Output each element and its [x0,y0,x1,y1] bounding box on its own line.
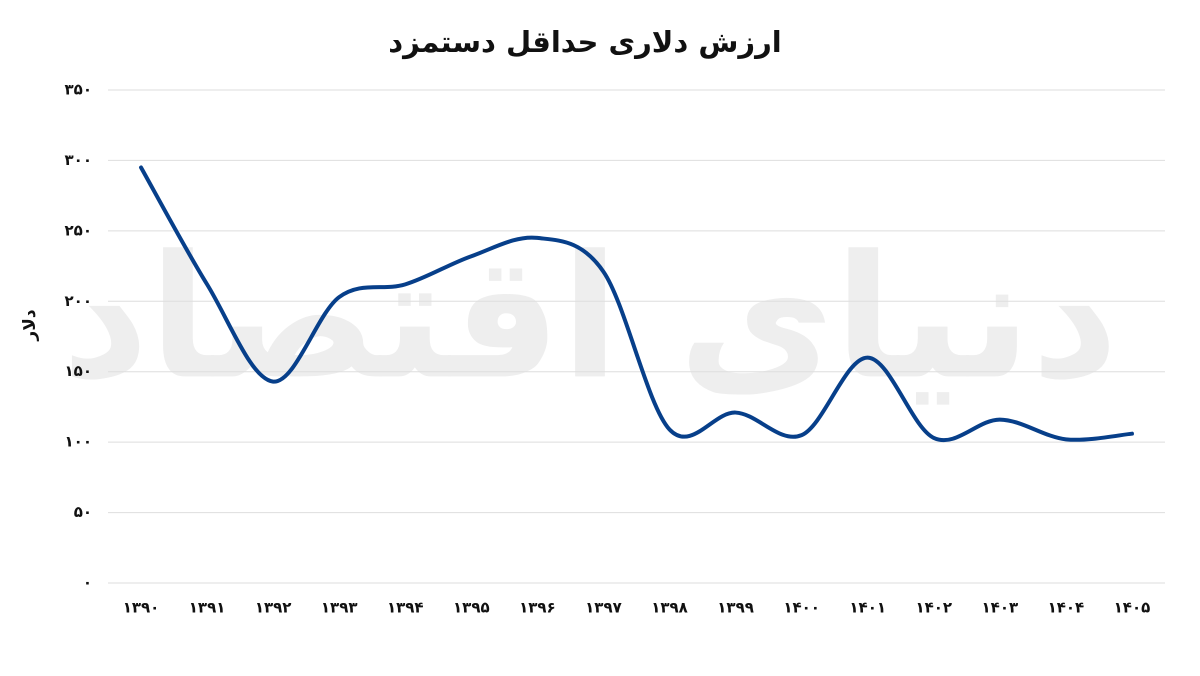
y-tick-label: ۰ [83,574,92,592]
x-tick-label: ۱۴۰۵ [1114,599,1151,617]
y-tick-label: ۳۰۰ [65,151,92,169]
chart-title: ارزش دلاری حداقل دستمزد [388,25,781,59]
x-tick-label: ۱۳۹۹ [717,599,754,617]
y-tick-label: ۲۰۰ [65,292,92,310]
watermark: دنیای اقتصاد [62,219,1119,417]
y-tick-label: ۳۵۰ [65,81,92,99]
x-tick-label: ۱۴۰۴ [1048,599,1085,617]
x-tick-label: ۱۴۰۰ [783,599,820,617]
x-tick-label: ۱۳۹۷ [585,599,622,617]
y-tick-label: ۵۰ [74,503,92,521]
y-tick-label: ۱۵۰ [65,362,92,380]
x-tick-label: ۱۳۹۰ [123,599,160,617]
y-axis-title: دلار [20,309,40,341]
x-tick-label: ۱۳۹۱ [189,599,226,617]
x-tick-label: ۱۳۹۲ [255,599,292,617]
x-tick-label: ۱۴۰۲ [915,599,952,617]
x-tick-label: ۱۳۹۸ [651,599,688,617]
x-tick-label: ۱۴۰۳ [982,599,1019,617]
y-tick-label: ۱۰۰ [65,433,92,451]
x-tick-label: ۱۳۹۳ [321,599,358,617]
line-series [139,165,1134,442]
x-tick-label: ۱۴۰۱ [849,599,886,617]
x-tick-label: ۱۳۹۶ [519,599,556,617]
x-tick-label: ۱۳۹۵ [453,599,490,617]
x-tick-label: ۱۳۹۴ [387,599,424,617]
y-tick-label: ۲۵۰ [65,221,92,239]
